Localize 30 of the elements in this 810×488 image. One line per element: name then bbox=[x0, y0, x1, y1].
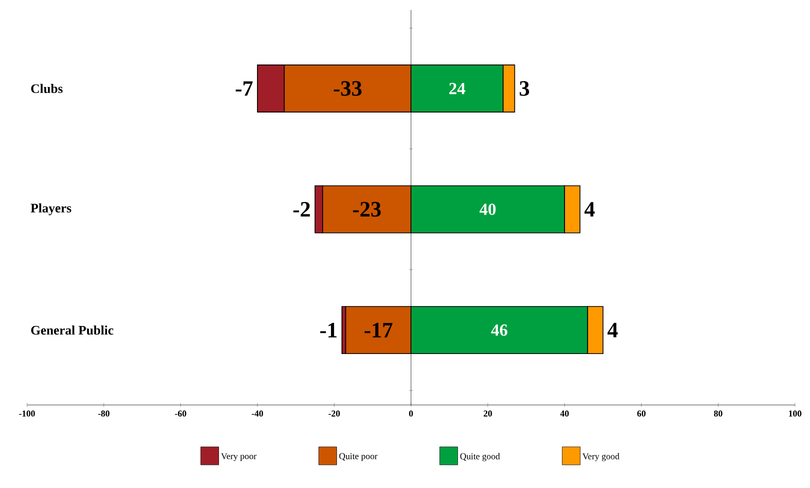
x-tick-label: 100 bbox=[789, 410, 802, 417]
data-label: -23 bbox=[353, 202, 381, 217]
legend-label: Very good bbox=[582, 453, 620, 462]
x-tick-label: -100 bbox=[19, 410, 35, 417]
y-tick-label: Clubs bbox=[31, 84, 63, 94]
y-tick-label: General Public bbox=[31, 326, 114, 335]
data-label: -17 bbox=[364, 322, 392, 338]
data-label: 40 bbox=[480, 204, 496, 216]
data-label: -2 bbox=[293, 202, 310, 217]
data-label: 46 bbox=[491, 324, 508, 336]
x-tick-label: 60 bbox=[637, 410, 646, 417]
x-tick-label: -80 bbox=[98, 410, 110, 417]
legend-label: Quite good bbox=[460, 453, 500, 462]
x-tick-label: -40 bbox=[252, 410, 264, 417]
x-tick-label: -60 bbox=[174, 410, 186, 417]
data-label: -7 bbox=[236, 81, 253, 96]
legend-label: Very poor bbox=[221, 453, 256, 462]
data-label: 3 bbox=[520, 81, 530, 96]
y-tick-label: Players bbox=[30, 203, 72, 216]
data-label: 4 bbox=[584, 202, 595, 217]
legend-label: Quite poor bbox=[339, 453, 378, 462]
x-tick-label: -20 bbox=[328, 410, 340, 417]
data-label: -33 bbox=[334, 81, 362, 96]
data-label: 24 bbox=[449, 82, 466, 94]
data-label: -1 bbox=[320, 322, 337, 338]
x-tick-label: 40 bbox=[560, 410, 569, 417]
x-tick-label: 20 bbox=[484, 410, 492, 417]
x-tick-label: 80 bbox=[714, 410, 722, 417]
x-tick-label: 0 bbox=[409, 410, 413, 417]
data-label: 4 bbox=[608, 322, 618, 338]
